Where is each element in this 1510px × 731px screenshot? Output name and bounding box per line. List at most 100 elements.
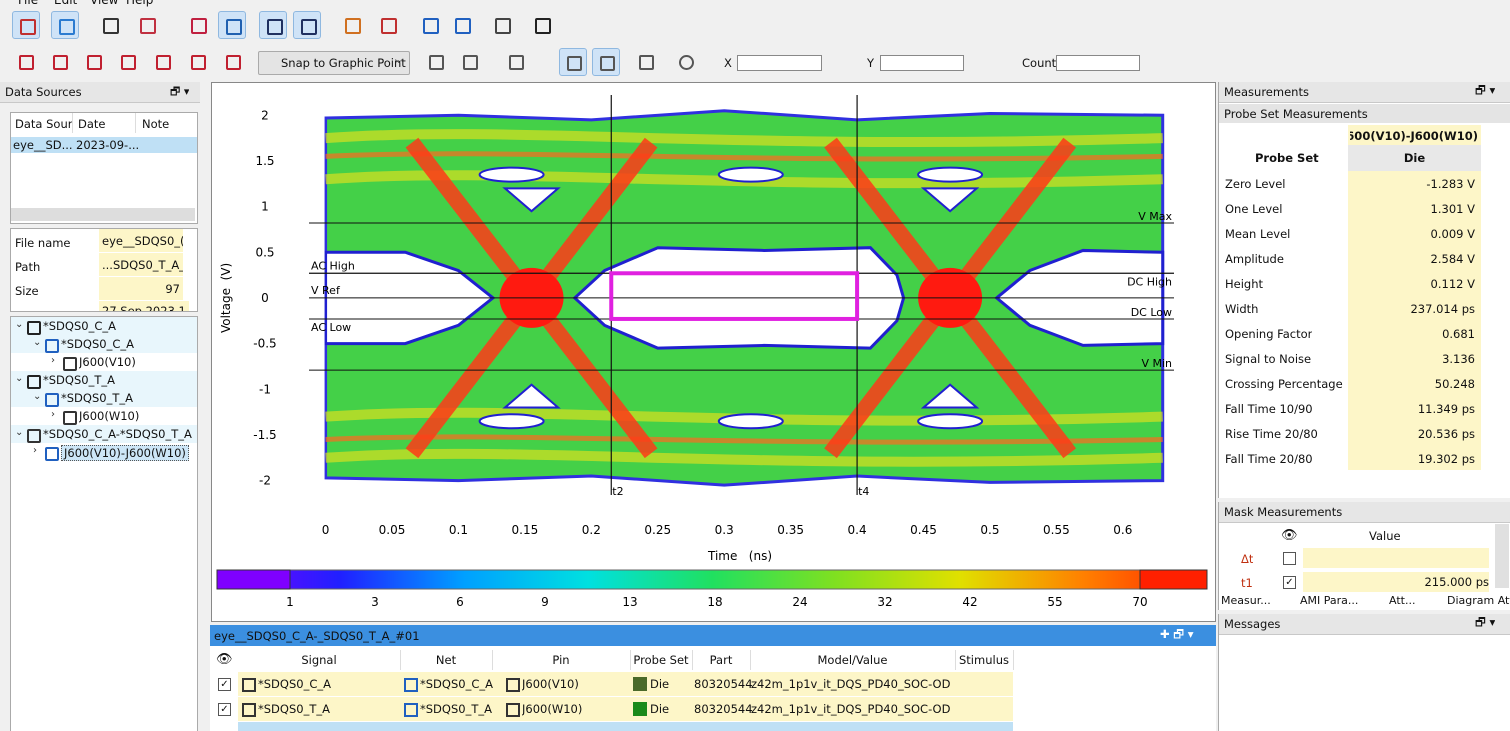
level-label: DC Low: [1131, 306, 1172, 319]
toolbar-button[interactable]: [218, 11, 246, 39]
menu-item[interactable]: Edit: [54, 0, 78, 7]
toolbar-button[interactable]: [456, 48, 482, 74]
tab[interactable]: Att...: [1389, 594, 1416, 607]
cell-icon: [404, 703, 418, 717]
panel-header: Measurements 🗗 ▾: [1219, 82, 1510, 103]
tree-icon: [45, 339, 59, 353]
tree-item[interactable]: ⌄ *SDQS0_C_A-*SDQS0_T_A: [11, 425, 197, 443]
column-header: Model/Value: [750, 650, 956, 670]
toolbar-button[interactable]: [219, 48, 245, 74]
eye-icon: 👁: [1281, 528, 1298, 543]
x-tick-label: 0.15: [512, 523, 539, 537]
table-cell: *SDQS0_C_A: [420, 677, 493, 691]
measure-name: Crossing Percentage: [1225, 377, 1343, 391]
toolbar-button[interactable]: [149, 48, 175, 74]
table-cell: Die: [650, 702, 670, 716]
measure-name: Rise Time 20/80: [1225, 427, 1318, 441]
tree-item[interactable]: › J600(V10): [11, 353, 197, 371]
signal-row[interactable]: *SDQS0_C_A *SDQS0_C_A J600(V10) Die 80320544…: [238, 672, 1013, 696]
tab[interactable]: AMI Para...: [1300, 594, 1359, 607]
toolbar-button[interactable]: [184, 48, 210, 74]
field-input[interactable]: [880, 55, 964, 71]
toolbar-button[interactable]: [80, 48, 106, 74]
measure-value: 2.584 V: [1430, 252, 1475, 266]
messages-panel: Messages 🗗 ▾: [1218, 614, 1510, 731]
tree-item[interactable]: › J600(V10)-J600(W10): [11, 443, 197, 461]
signal-row[interactable]: *SDQS0_T_A *SDQS0_T_A J600(W10) Die 80320544…: [238, 697, 1013, 721]
checkbox[interactable]: ✓: [1283, 576, 1296, 589]
toolbar-button[interactable]: [592, 48, 620, 76]
snap-dropdown[interactable]: Snap to Graphic Point ⌵: [258, 51, 410, 75]
toolbar-button[interactable]: [374, 11, 400, 37]
table-cell: z42m_1p1v_it_DQS_PD40_SOC-OD...: [751, 677, 951, 691]
toolbar-button[interactable]: [559, 48, 587, 76]
tab[interactable]: Diagram Att...: [1447, 594, 1510, 607]
toolbar-button[interactable]: [12, 11, 40, 39]
toolbar-button[interactable]: [502, 48, 528, 74]
x-tick-label: 0.1: [449, 523, 468, 537]
checkbox[interactable]: [1283, 552, 1296, 565]
table-cell: 80320544: [694, 677, 753, 691]
toolbar-button[interactable]: [133, 11, 159, 37]
expander: ⌄: [33, 391, 42, 402]
column-header: Data Sour: [11, 113, 73, 133]
mask-value: 215.000 ps: [1303, 572, 1489, 592]
measure-value: 19.302 ps: [1417, 452, 1475, 466]
y-tick-label: -1.5: [253, 428, 276, 442]
toolbar-button[interactable]: [46, 48, 72, 74]
measure-name: Fall Time 20/80: [1225, 452, 1313, 466]
cell-icon: [242, 678, 256, 692]
y-tick-label: 1.5: [255, 154, 274, 168]
plot-clip-right: [1164, 97, 1176, 508]
field-input[interactable]: [1056, 55, 1140, 71]
tree-item[interactable]: ⌄ *SDQS0_T_A: [11, 371, 197, 389]
toolbar-button[interactable]: [672, 48, 698, 74]
toolbar-button[interactable]: [293, 11, 321, 39]
toolbar-button[interactable]: [12, 48, 38, 74]
field-input[interactable]: [737, 55, 822, 71]
toolbar-button[interactable]: [632, 48, 658, 74]
eye-island: [478, 166, 545, 183]
x-tick-label: 0.25: [644, 523, 671, 537]
toolbar-button[interactable]: [114, 48, 140, 74]
menu-item[interactable]: Help: [126, 0, 154, 7]
toolbar-button[interactable]: [422, 48, 448, 74]
tree-item[interactable]: ⌄ *SDQS0_C_A: [11, 335, 197, 353]
eye-island: [502, 187, 561, 213]
icon: [567, 56, 582, 71]
checkbox[interactable]: ✓: [218, 703, 231, 716]
y-tick-label: 1: [261, 200, 269, 214]
checkbox[interactable]: ✓: [218, 678, 231, 691]
toolbar-button[interactable]: [184, 11, 210, 37]
toolbar-button[interactable]: [416, 11, 442, 37]
toolbar-button[interactable]: [488, 11, 514, 37]
toolbar-button[interactable]: [51, 11, 79, 39]
table-row[interactable]: eye__SD... 2023-09-...: [11, 137, 197, 153]
menu-item[interactable]: File: [18, 0, 39, 7]
icon: [121, 55, 136, 70]
toolbar-button[interactable]: [528, 11, 554, 37]
toolbar-button[interactable]: [338, 11, 364, 37]
measure-value: 0.681: [1442, 327, 1475, 341]
tree-item[interactable]: ⌄ *SDQS0_T_A: [11, 389, 197, 407]
tree-item[interactable]: › J600(W10): [11, 407, 197, 425]
menu-item[interactable]: View: [90, 0, 119, 7]
tree-icon: [27, 321, 41, 335]
signal-row-cut: [238, 722, 1013, 731]
icon: [191, 55, 206, 70]
snap-label: Snap to Graphic Point: [281, 56, 406, 70]
cell-icon: [506, 703, 520, 717]
tab[interactable]: Measur...: [1221, 594, 1271, 607]
measure-value: 0.112 V: [1430, 277, 1475, 291]
icon: [381, 18, 397, 34]
x-tick-label: 0.4: [848, 523, 867, 537]
toolbar-button[interactable]: [96, 11, 122, 37]
measure-name: One Level: [1225, 202, 1283, 216]
toolbar-button[interactable]: [448, 11, 474, 37]
density-band: [325, 434, 1163, 445]
toolbar-button[interactable]: [259, 11, 287, 39]
tree-item[interactable]: ⌄ *SDQS0_C_A: [11, 317, 197, 335]
eye-icon: 👁: [216, 652, 233, 667]
panel-header: Mask Measurements: [1219, 502, 1510, 523]
table-cell: Die: [650, 677, 670, 691]
